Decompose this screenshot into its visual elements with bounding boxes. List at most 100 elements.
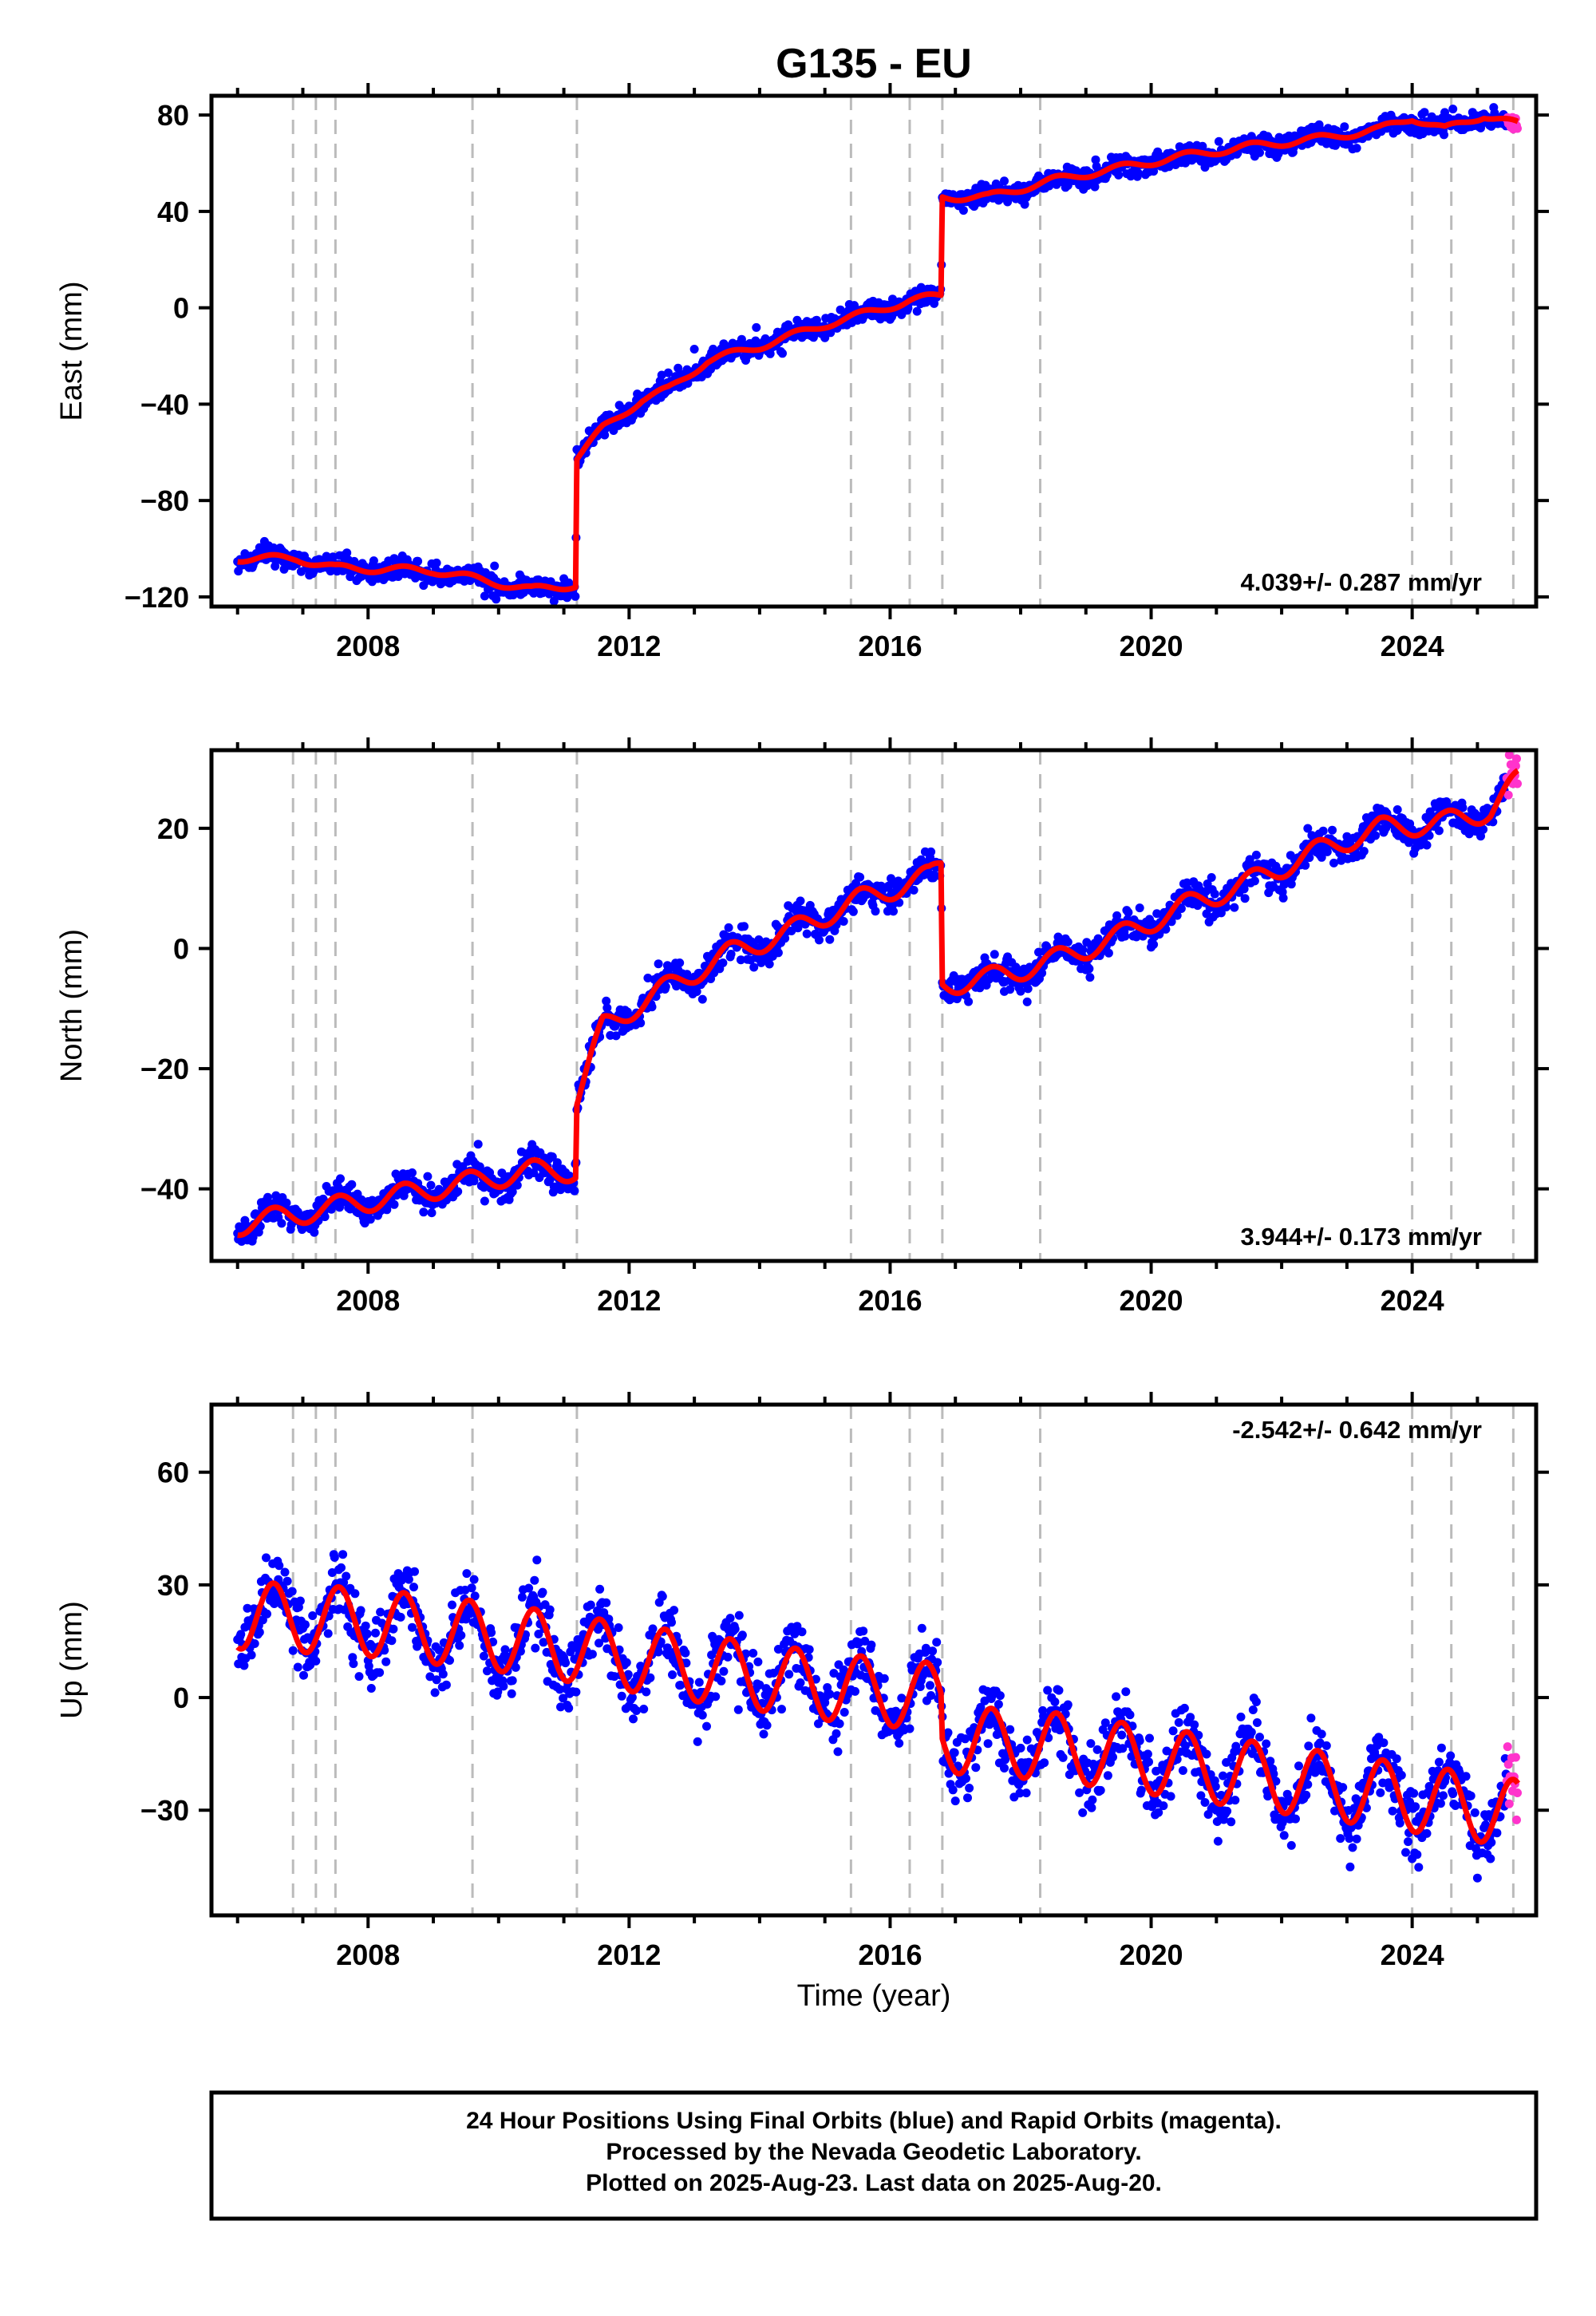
up-final-point	[1338, 1783, 1348, 1792]
up-final-point	[1227, 1817, 1236, 1827]
up-final-point	[983, 1739, 993, 1749]
up-final-point	[408, 1622, 417, 1632]
up-final-point	[719, 1666, 729, 1676]
up-final-point	[545, 1605, 555, 1614]
up-final-point	[1063, 1700, 1073, 1709]
up-final-point	[448, 1600, 456, 1610]
north-final-point	[1278, 893, 1288, 903]
north-x-tick-label: 2020	[1119, 1284, 1183, 1317]
up-final-point	[1248, 1705, 1258, 1714]
up-final-point	[587, 1650, 597, 1659]
up-final-point	[1108, 1753, 1117, 1762]
east-x-tick-label: 2024	[1381, 630, 1444, 662]
x-axis-label: Time (year)	[797, 1979, 951, 2013]
up-final-point	[469, 1575, 479, 1584]
up-final-point	[667, 1618, 676, 1627]
up-final-point	[1392, 1754, 1401, 1764]
up-final-point	[1086, 1739, 1096, 1749]
east-x-tick-label: 2016	[858, 630, 922, 662]
up-final-point	[1352, 1834, 1361, 1844]
up-final-point	[532, 1555, 542, 1565]
up-final-point	[642, 1687, 651, 1697]
north-final-point	[427, 1208, 437, 1218]
up-final-point	[693, 1737, 702, 1746]
up-final-point	[702, 1721, 711, 1731]
up-final-point	[1401, 1848, 1410, 1857]
up-final-point	[1434, 1757, 1444, 1767]
up-final-point	[1112, 1692, 1121, 1701]
up-final-point	[1388, 1806, 1397, 1816]
up-final-point	[586, 1600, 595, 1610]
north-final-point	[419, 1207, 429, 1217]
north-final-point	[661, 982, 670, 991]
up-final-point	[1125, 1710, 1135, 1720]
up-final-point	[1202, 1749, 1211, 1759]
up-final-point	[950, 1796, 960, 1806]
up-final-point	[1078, 1808, 1088, 1817]
east-final-point	[480, 591, 489, 601]
north-final-point	[647, 1002, 657, 1012]
up-final-point	[1117, 1730, 1127, 1740]
up-rate-label: -2.542+/- 0.642 mm/yr	[1232, 1416, 1482, 1444]
north-final-point	[1124, 907, 1133, 917]
up-final-point	[255, 1627, 264, 1637]
east-x-tick-label: 2008	[336, 630, 400, 662]
up-final-point	[1436, 1743, 1446, 1753]
up-final-point	[1439, 1791, 1448, 1800]
east-final-point	[1000, 176, 1009, 186]
up-final-point	[1179, 1703, 1189, 1713]
north-final-point	[480, 1196, 489, 1206]
up-final-point	[1412, 1850, 1422, 1860]
up-final-point	[430, 1688, 440, 1697]
up-final-point	[389, 1624, 398, 1634]
east-x-axis: 2008 2012 2016 2020 2024	[235, 83, 1479, 662]
north-x-tick-label: 2008	[336, 1284, 400, 1317]
up-final-point	[1166, 1792, 1175, 1801]
up-final-point	[895, 1738, 904, 1748]
up-final-point	[1404, 1837, 1412, 1847]
north-final-point	[1328, 825, 1337, 835]
north-final-point	[718, 958, 728, 967]
up-final-point	[668, 1670, 677, 1679]
up-x-tick-label: 2016	[858, 1939, 922, 1971]
up-final-point	[1021, 1788, 1031, 1798]
up-final-point	[1470, 1808, 1479, 1817]
north-x-tick-label: 2012	[597, 1284, 661, 1317]
up-final-point	[366, 1684, 376, 1693]
north-final-point	[825, 935, 835, 944]
up-final-point	[1262, 1739, 1271, 1749]
north-final-point	[1149, 940, 1159, 949]
east-final-point	[1440, 130, 1448, 140]
north-rapid-point	[1513, 779, 1522, 788]
up-final-point	[1121, 1687, 1131, 1697]
east-final-point	[709, 344, 718, 354]
north-x-tick-label: 2016	[858, 1284, 922, 1317]
east-final-point	[663, 368, 673, 377]
up-final-point	[784, 1670, 794, 1679]
north-final-point	[426, 1180, 436, 1190]
up-final-point	[632, 1706, 641, 1715]
east-final-point	[752, 322, 761, 332]
up-final-point	[337, 1563, 346, 1572]
up-final-point	[1144, 1757, 1153, 1767]
north-final-point	[697, 994, 707, 1004]
up-final-point	[499, 1682, 508, 1691]
north-final-point	[1022, 997, 1032, 1006]
up-final-point	[1088, 1795, 1097, 1804]
up-final-point	[1379, 1738, 1389, 1748]
up-final-point	[737, 1630, 747, 1640]
up-final-point	[1279, 1831, 1289, 1840]
up-final-point	[933, 1658, 942, 1667]
up-final-point	[287, 1587, 297, 1596]
east-final-point	[958, 206, 968, 215]
up-x-tick-label: 2024	[1381, 1939, 1444, 1971]
up-final-point	[356, 1606, 365, 1615]
east-final-point	[689, 345, 699, 354]
up-final-point	[500, 1645, 510, 1654]
north-final-point	[320, 1212, 330, 1222]
up-final-point	[1096, 1785, 1105, 1795]
up-final-point	[349, 1659, 358, 1669]
north-final-point	[815, 935, 824, 945]
north-y-tick-label: −20	[140, 1053, 189, 1085]
up-final-point	[530, 1575, 539, 1585]
